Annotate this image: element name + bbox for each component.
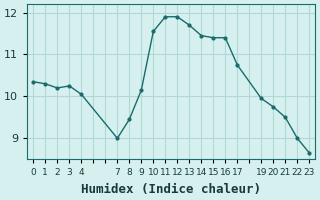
X-axis label: Humidex (Indice chaleur): Humidex (Indice chaleur) <box>81 183 261 196</box>
